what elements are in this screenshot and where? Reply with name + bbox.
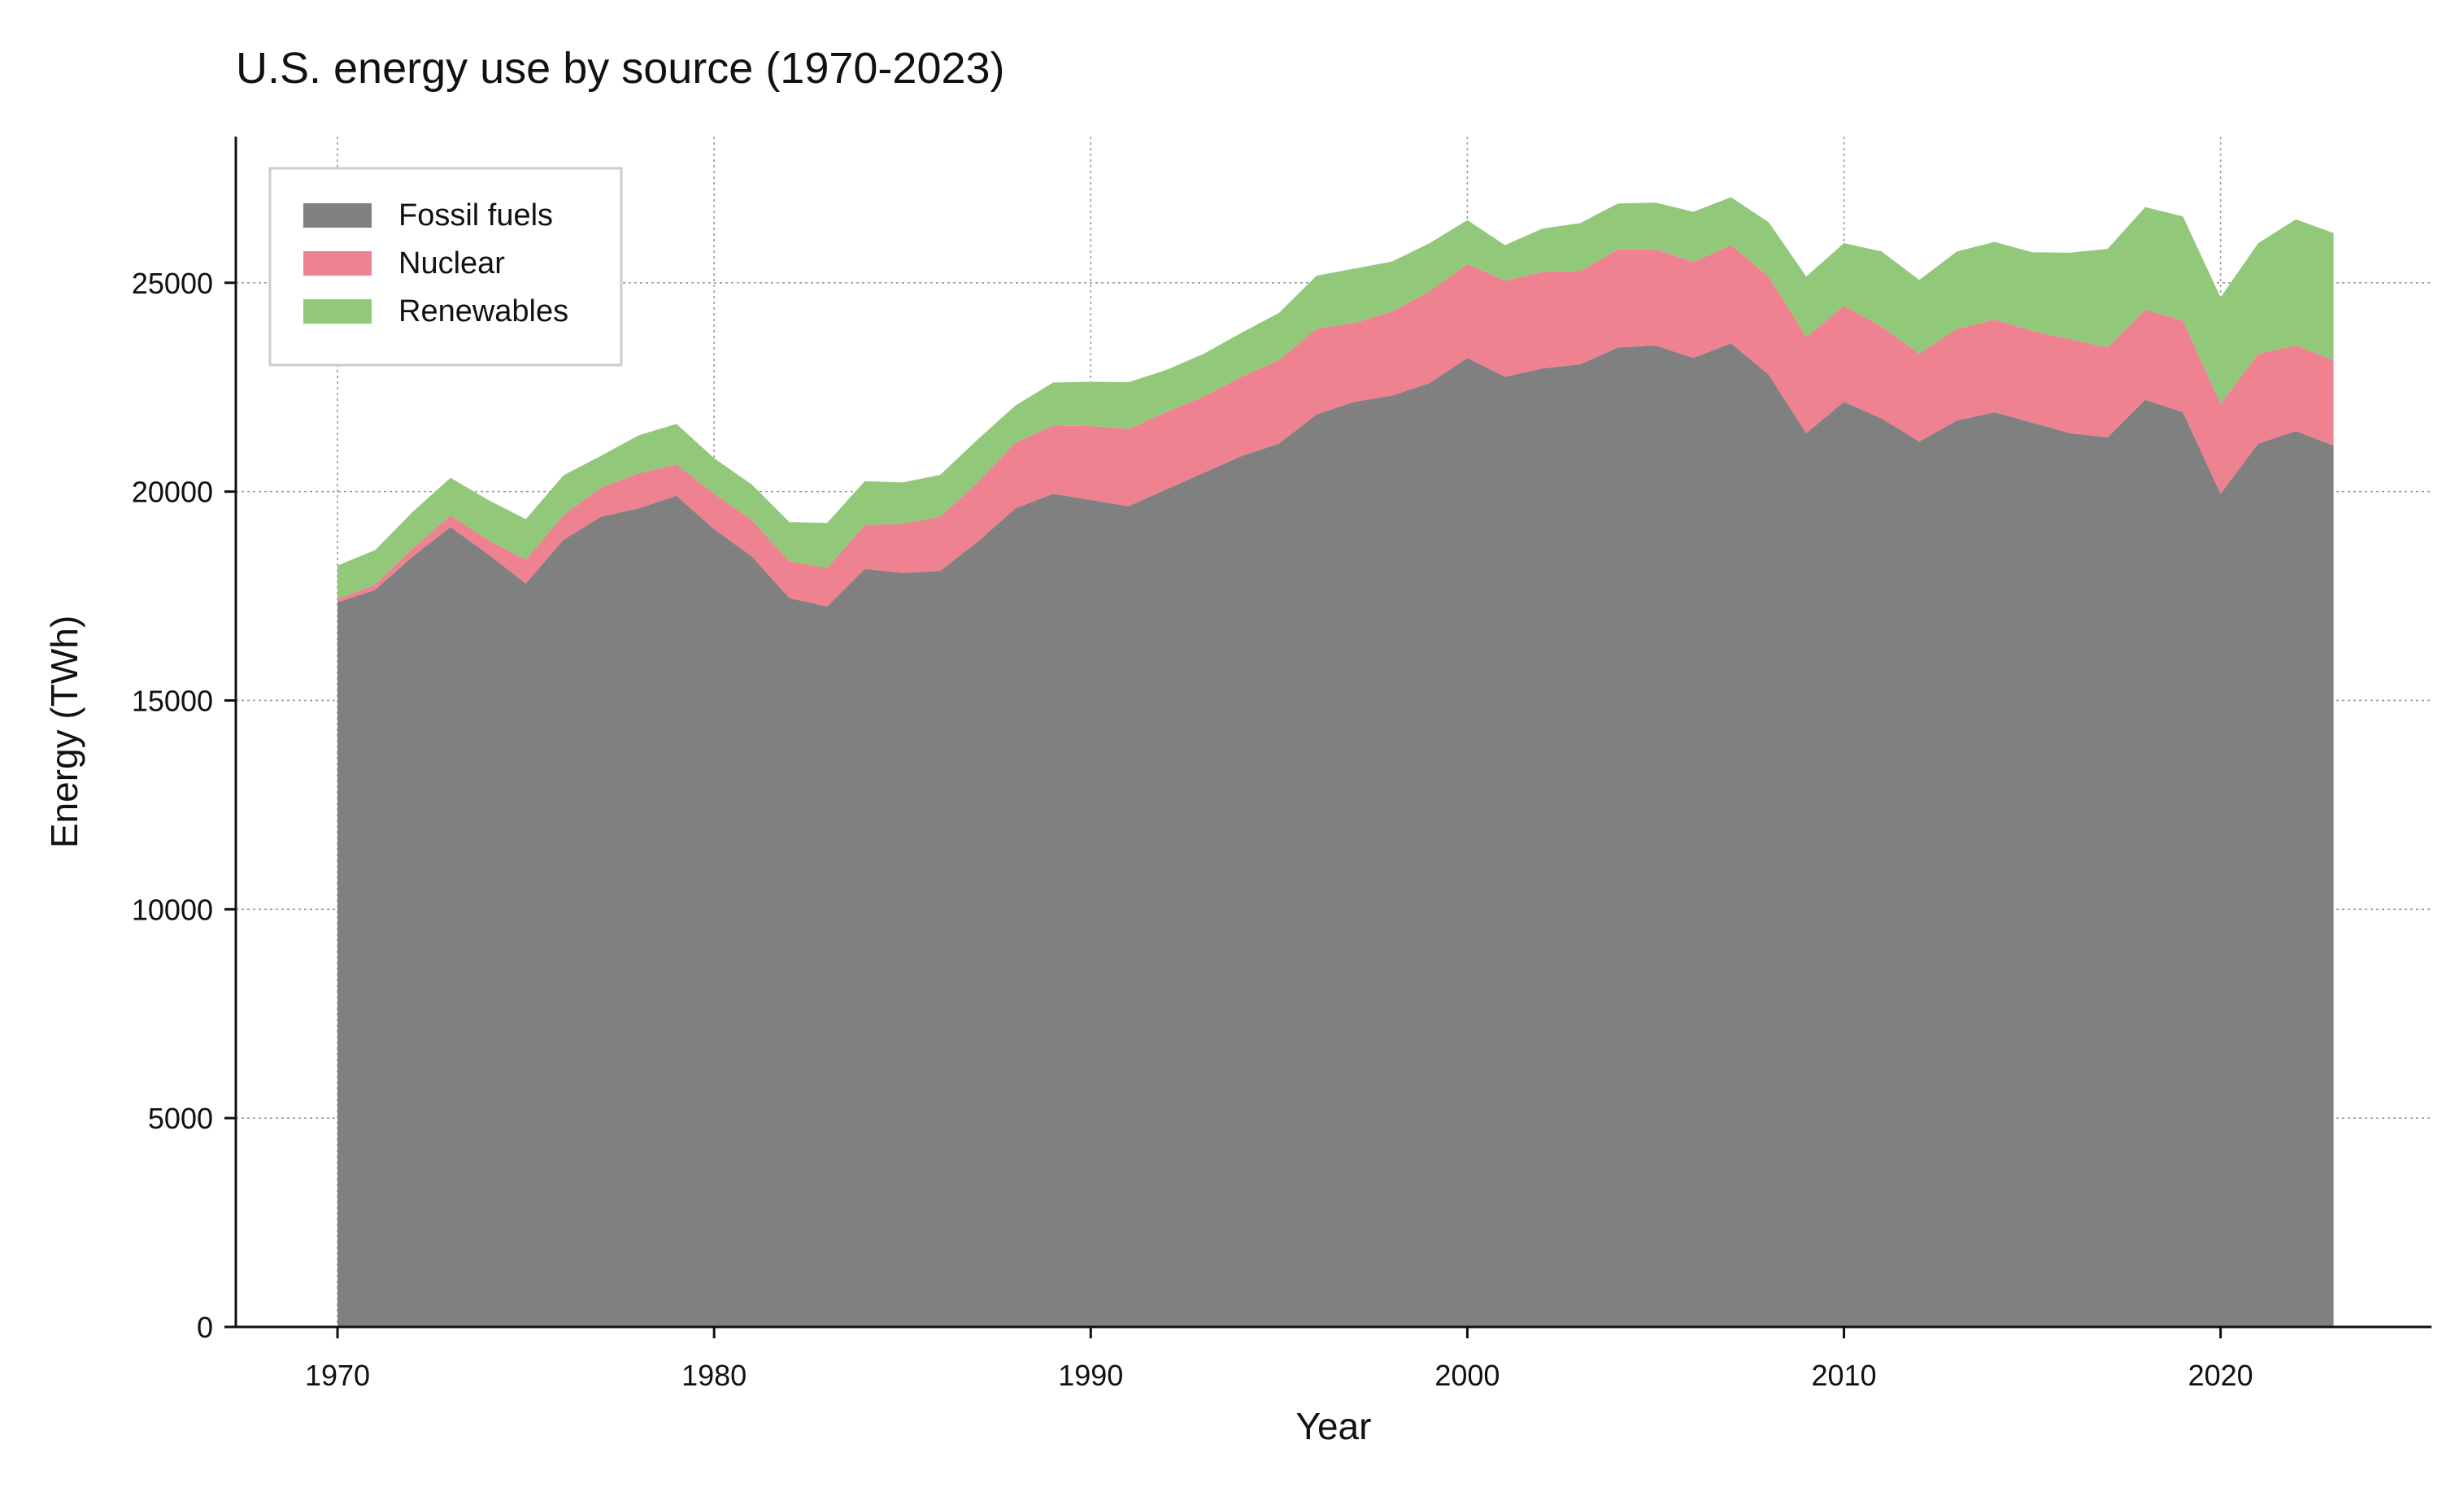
legend-swatch-fossil-fuels xyxy=(303,203,372,228)
x-tick-label-2020: 2020 xyxy=(2188,1359,2253,1392)
y-tick-label-10000: 10000 xyxy=(132,893,213,926)
legend-items: Fossil fuels Nuclear Renewables xyxy=(303,198,568,328)
legend-swatch-nuclear xyxy=(303,251,372,276)
x-tick-label-2010: 2010 xyxy=(1811,1359,1876,1392)
legend: Fossil fuels Nuclear Renewables xyxy=(268,167,623,367)
area-renewables xyxy=(337,197,2334,599)
axes-layer xyxy=(234,137,2431,1329)
area-nuclear xyxy=(337,245,2334,607)
x-axis-title: Year xyxy=(1296,1405,1372,1447)
y-tick-label-0: 0 xyxy=(197,1311,213,1344)
legend-label-nuclear: Nuclear xyxy=(398,246,505,281)
area-fossil-fuels xyxy=(337,343,2334,1327)
y-tick-label-5000: 5000 xyxy=(148,1102,213,1135)
x-tick-label-1980: 1980 xyxy=(681,1359,747,1392)
area-layer xyxy=(337,197,2334,1327)
legend-swatch-renewables xyxy=(303,299,372,324)
chart-title: U.S. energy use by source (1970-2023) xyxy=(236,44,1005,93)
x-tick-label-1990: 1990 xyxy=(1058,1359,1123,1392)
legend-label-renewables: Renewables xyxy=(398,294,568,328)
tick-layer: 1970 1980 1990 2000 2010 2020 0 5000 10000 15000 2… xyxy=(132,267,2253,1392)
y-axis-title: Energy (TWh) xyxy=(43,616,85,848)
y-tick-label-25000: 25000 xyxy=(132,267,213,300)
x-tick-label-2000: 2000 xyxy=(1434,1359,1500,1392)
x-tick-label-1970: 1970 xyxy=(305,1359,370,1392)
y-tick-label-15000: 15000 xyxy=(132,684,213,717)
y-tick-label-20000: 20000 xyxy=(132,476,213,509)
legend-label-fossil-fuels: Fossil fuels xyxy=(398,198,553,233)
